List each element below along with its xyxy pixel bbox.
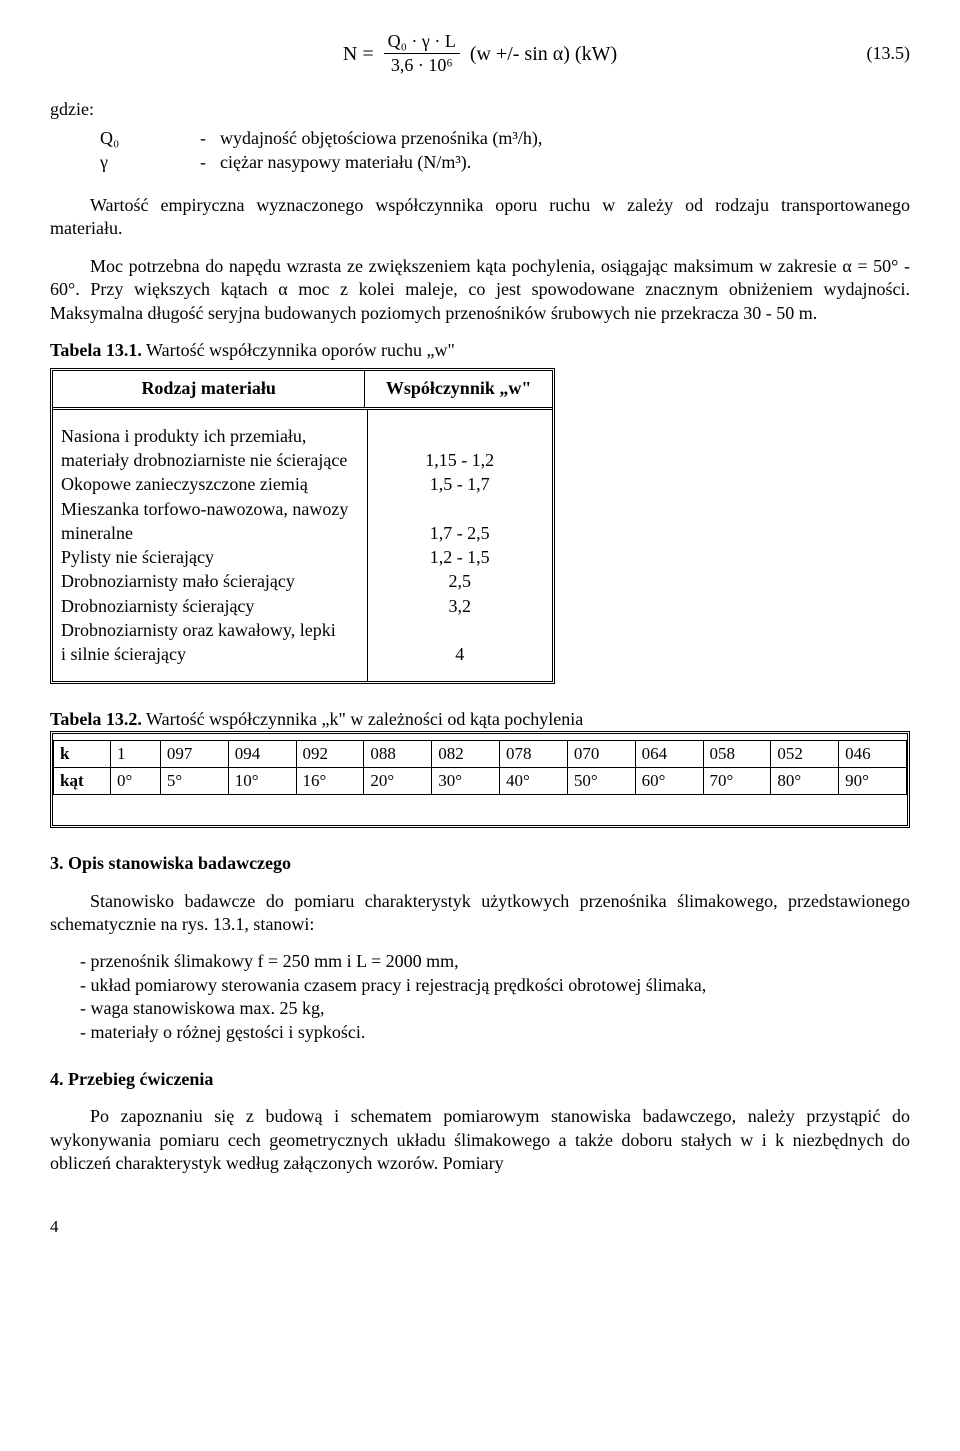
- list-item: - układ pomiarowy sterowania czasem prac…: [80, 974, 910, 997]
- table-cell-value: 1,7 - 2,5: [372, 521, 548, 545]
- list-item: - materiały o różnej gęstości i sypkości…: [80, 1021, 910, 1044]
- table-cell: 058: [703, 741, 771, 768]
- table-row-k: k1097094092088082078070064058052046: [54, 741, 907, 768]
- table-cell: 70°: [703, 768, 771, 795]
- table-cell: 082: [432, 741, 500, 768]
- paragraph: Stanowisko badawcze do pomiaru charakter…: [50, 890, 910, 937]
- table-row-angle: kąt0°5°10°16°20°30°40°50°60°70°80°90°: [54, 768, 907, 795]
- list-item: - przenośnik ślimakowy f = 250 mm i L = …: [80, 950, 910, 973]
- page-number: 4: [50, 1216, 910, 1238]
- table-cell: 1: [111, 741, 161, 768]
- table-cell: 046: [839, 741, 907, 768]
- paragraph: Po zapoznaniu się z budową i schematem p…: [50, 1105, 910, 1175]
- table-cell: 092: [296, 741, 364, 768]
- list-item: - waga stanowiskowa max. 25 kg,: [80, 997, 910, 1020]
- definition-text: ciężar nasypowy materiału (N/m³).: [220, 151, 910, 174]
- caption-rest: Wartość współczynnika „k" w zależności o…: [142, 709, 583, 729]
- paragraph: Moc potrzebna do napędu wzrasta ze zwięk…: [50, 255, 910, 325]
- table-cell: 070: [567, 741, 635, 768]
- table-cell: 60°: [635, 768, 703, 795]
- definition-symbol: Q₀: [50, 127, 200, 150]
- table-cell: 078: [500, 741, 568, 768]
- table-13-1-header: Rodzaj materiału Współczynnik „w": [53, 371, 552, 409]
- section-4-heading: 4. Przebieg ćwiczenia: [50, 1068, 910, 1091]
- table-cell: 40°: [500, 768, 568, 795]
- table-cell-value: 1,2 - 1,5: [372, 545, 548, 569]
- table-cell-text: Drobnoziarnisty mało ścierający: [61, 569, 361, 593]
- table-cell: 5°: [160, 768, 228, 795]
- table-cell: 50°: [567, 768, 635, 795]
- section-3-items: - przenośnik ślimakowy f = 250 mm i L = …: [80, 950, 910, 1044]
- table-cell: 16°: [296, 768, 364, 795]
- definition-row: Q₀ - wydajność objętościowa przenośnika …: [50, 127, 910, 150]
- formula-rhs: (w +/- sin α) (kW): [470, 41, 617, 67]
- equation-13-5: N = Q₀ · γ · L 3,6 · 10⁶ (w +/- sin α) (…: [50, 30, 910, 78]
- table-cell: 088: [364, 741, 432, 768]
- table-cell: 052: [771, 741, 839, 768]
- table-13-2-outer: k1097094092088082078070064058052046 kąt0…: [50, 731, 910, 828]
- definition-text: wydajność objętościowa przenośnika (m³/h…: [220, 127, 910, 150]
- section-3-heading: 3. Opis stanowiska badawczego: [50, 852, 910, 875]
- table-cell-value: 1,5 - 1,7: [372, 472, 548, 496]
- formula-numerator: Q₀ · γ · L: [384, 30, 460, 54]
- table-cell-value: [372, 424, 548, 448]
- table-cell: 064: [635, 741, 703, 768]
- table-cell: 0°: [111, 768, 161, 795]
- table-cell: 097: [160, 741, 228, 768]
- table-row-label: kąt: [54, 768, 111, 795]
- definition-symbol: γ: [50, 151, 200, 174]
- table-cell-value: 4: [372, 642, 548, 666]
- definition-dash: -: [200, 151, 220, 174]
- table-header-left: Rodzaj materiału: [53, 371, 365, 406]
- table-cell: 80°: [771, 768, 839, 795]
- table-row-label: k: [54, 741, 111, 768]
- formula-lhs: N =: [343, 41, 374, 67]
- table-cell-value: [372, 497, 548, 521]
- table-body-left: Nasiona i produkty ich przemiału,materia…: [53, 410, 368, 681]
- formula-fraction: Q₀ · γ · L 3,6 · 10⁶: [384, 30, 460, 78]
- table-cell: 90°: [839, 768, 907, 795]
- table-cell-text: Drobnoziarnisty oraz kawałowy, lepki: [61, 618, 361, 642]
- table-cell-value: 1,15 - 1,2: [372, 448, 548, 472]
- table-cell: 30°: [432, 768, 500, 795]
- caption-bold: Tabela 13.1.: [50, 340, 142, 360]
- table-cell: 20°: [364, 768, 432, 795]
- table-13-1: Rodzaj materiału Współczynnik „w" Nasion…: [50, 368, 555, 683]
- table-cell-value: 2,5: [372, 569, 548, 593]
- definition-dash: -: [200, 127, 220, 150]
- table-13-2: k1097094092088082078070064058052046 kąt0…: [53, 740, 907, 795]
- table-cell-text: Nasiona i produkty ich przemiału,: [61, 424, 361, 448]
- table-cell: 10°: [228, 768, 296, 795]
- caption-rest: Wartość współczynnika oporów ruchu „w": [142, 340, 455, 360]
- where-label: gdzie:: [50, 98, 910, 121]
- table-cell-text: Mieszanka torfowo-nawozowa, nawozy: [61, 497, 361, 521]
- table-cell-text: i silnie ścierający: [61, 642, 361, 666]
- table-cell-value: [372, 618, 548, 642]
- table-cell-text: Pylisty nie ścierający: [61, 545, 361, 569]
- table-body-right: 1,15 - 1,21,5 - 1,7 1,7 - 2,51,2 - 1,52,…: [368, 410, 552, 681]
- table-cell-text: Okopowe zanieczyszczone ziemią: [61, 472, 361, 496]
- formula-body: N = Q₀ · γ · L 3,6 · 10⁶ (w +/- sin α) (…: [343, 30, 617, 78]
- table-cell-text: materiały drobnoziarniste nie ścierające: [61, 448, 361, 472]
- table-13-2-caption: Tabela 13.2. Wartość współczynnika „k" w…: [50, 708, 910, 731]
- paragraph: Wartość empiryczna wyznaczonego współczy…: [50, 194, 910, 241]
- equation-number: (13.5): [867, 42, 911, 65]
- table-cell-value: 3,2: [372, 594, 548, 618]
- caption-bold: Tabela 13.2.: [50, 709, 142, 729]
- table-13-1-body: Nasiona i produkty ich przemiału,materia…: [53, 410, 552, 681]
- definition-list: Q₀ - wydajność objętościowa przenośnika …: [50, 127, 910, 174]
- table-cell-text: Drobnoziarnisty ścierający: [61, 594, 361, 618]
- table-cell-text: mineralne: [61, 521, 361, 545]
- definition-row: γ - ciężar nasypowy materiału (N/m³).: [50, 151, 910, 174]
- table-13-1-caption: Tabela 13.1. Wartość współczynnika oporó…: [50, 339, 910, 362]
- table-cell: 094: [228, 741, 296, 768]
- formula-denominator: 3,6 · 10⁶: [387, 54, 457, 77]
- table-header-right: Współczynnik „w": [365, 371, 551, 406]
